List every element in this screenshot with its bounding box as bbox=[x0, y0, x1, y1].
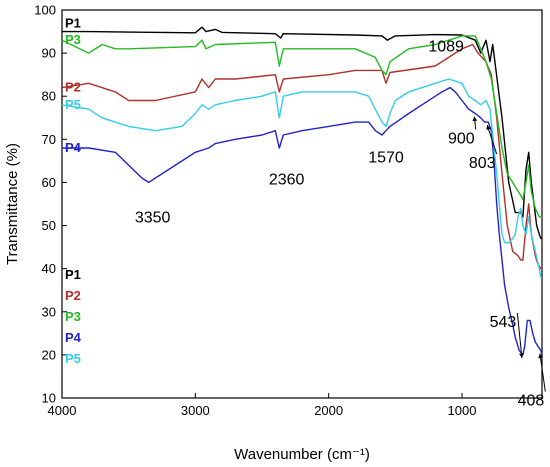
series-line-p5 bbox=[61, 78, 542, 278]
curve-label-p3: P3 bbox=[65, 32, 81, 47]
peak-label-900: 900 bbox=[448, 130, 475, 147]
series-line-p2 bbox=[61, 43, 542, 270]
peak-annotations: 3350 2360 1570 1089 900 803 543 408 bbox=[135, 39, 546, 410]
legend-entry-p1: P1 bbox=[65, 267, 81, 282]
peak-arrowhead-408 bbox=[538, 353, 543, 359]
y-tick-label: 30 bbox=[42, 304, 56, 319]
peak-label-543: 543 bbox=[490, 314, 517, 331]
x-tick-label: 4000 bbox=[48, 403, 77, 418]
peak-arrowhead-543 bbox=[519, 353, 524, 358]
y-axis-title: Transmittance (%) bbox=[4, 143, 21, 265]
y-tick-label: 80 bbox=[42, 89, 56, 104]
series-line-p1 bbox=[62, 26, 542, 240]
y-tick-label: 50 bbox=[42, 218, 56, 233]
series-line-p3 bbox=[61, 35, 542, 218]
peak-label-2360: 2360 bbox=[269, 172, 305, 189]
legend: P1 P2 P3 P4 P5 bbox=[65, 267, 82, 366]
x-tick-label: 2000 bbox=[314, 403, 343, 418]
legend-entry-p2: P2 bbox=[65, 288, 81, 303]
plot-area-frame bbox=[61, 9, 543, 399]
legend-entry-p3: P3 bbox=[65, 309, 81, 324]
y-tick-label: 10 bbox=[42, 391, 56, 406]
curve-label-p2: P2 bbox=[65, 80, 81, 95]
series-line-p4 bbox=[62, 86, 543, 356]
y-tick-label: 100 bbox=[34, 3, 56, 18]
peak-label-1570: 1570 bbox=[368, 150, 404, 167]
axis-ticks: 4000 3000 2000 1000 10 20 30 40 50 60 70 80 90 100 bbox=[34, 3, 476, 419]
series-layer bbox=[61, 26, 543, 356]
peak-label-1089: 1089 bbox=[428, 39, 464, 56]
peak-label-803: 803 bbox=[469, 155, 496, 172]
peak-label-3350: 3350 bbox=[135, 209, 171, 226]
peak-arrow-803 bbox=[486, 124, 498, 155]
x-tick-label: 3000 bbox=[181, 403, 210, 418]
peak-arrowhead-803 bbox=[486, 125, 491, 131]
legend-entry-p4: P4 bbox=[65, 330, 82, 345]
curve-label-p1: P1 bbox=[65, 16, 81, 31]
y-tick-label: 90 bbox=[42, 46, 56, 61]
legend-entry-p5: P5 bbox=[65, 351, 81, 366]
y-tick-label: 60 bbox=[42, 175, 56, 190]
x-tick-label: 1000 bbox=[448, 403, 477, 418]
y-tick-label: 70 bbox=[42, 132, 56, 147]
peak-label-408: 408 bbox=[518, 393, 545, 410]
curve-label-p5: P5 bbox=[65, 97, 81, 112]
y-tick-label: 40 bbox=[42, 261, 56, 276]
x-axis-title: Wavenumber (cm⁻¹) bbox=[234, 446, 370, 463]
peak-arrow-408 bbox=[539, 353, 546, 392]
curve-label-p4: P4 bbox=[65, 140, 82, 155]
peak-arrow-543 bbox=[516, 312, 523, 358]
peak-arrowhead-900 bbox=[472, 116, 478, 122]
y-tick-label: 20 bbox=[42, 347, 56, 362]
